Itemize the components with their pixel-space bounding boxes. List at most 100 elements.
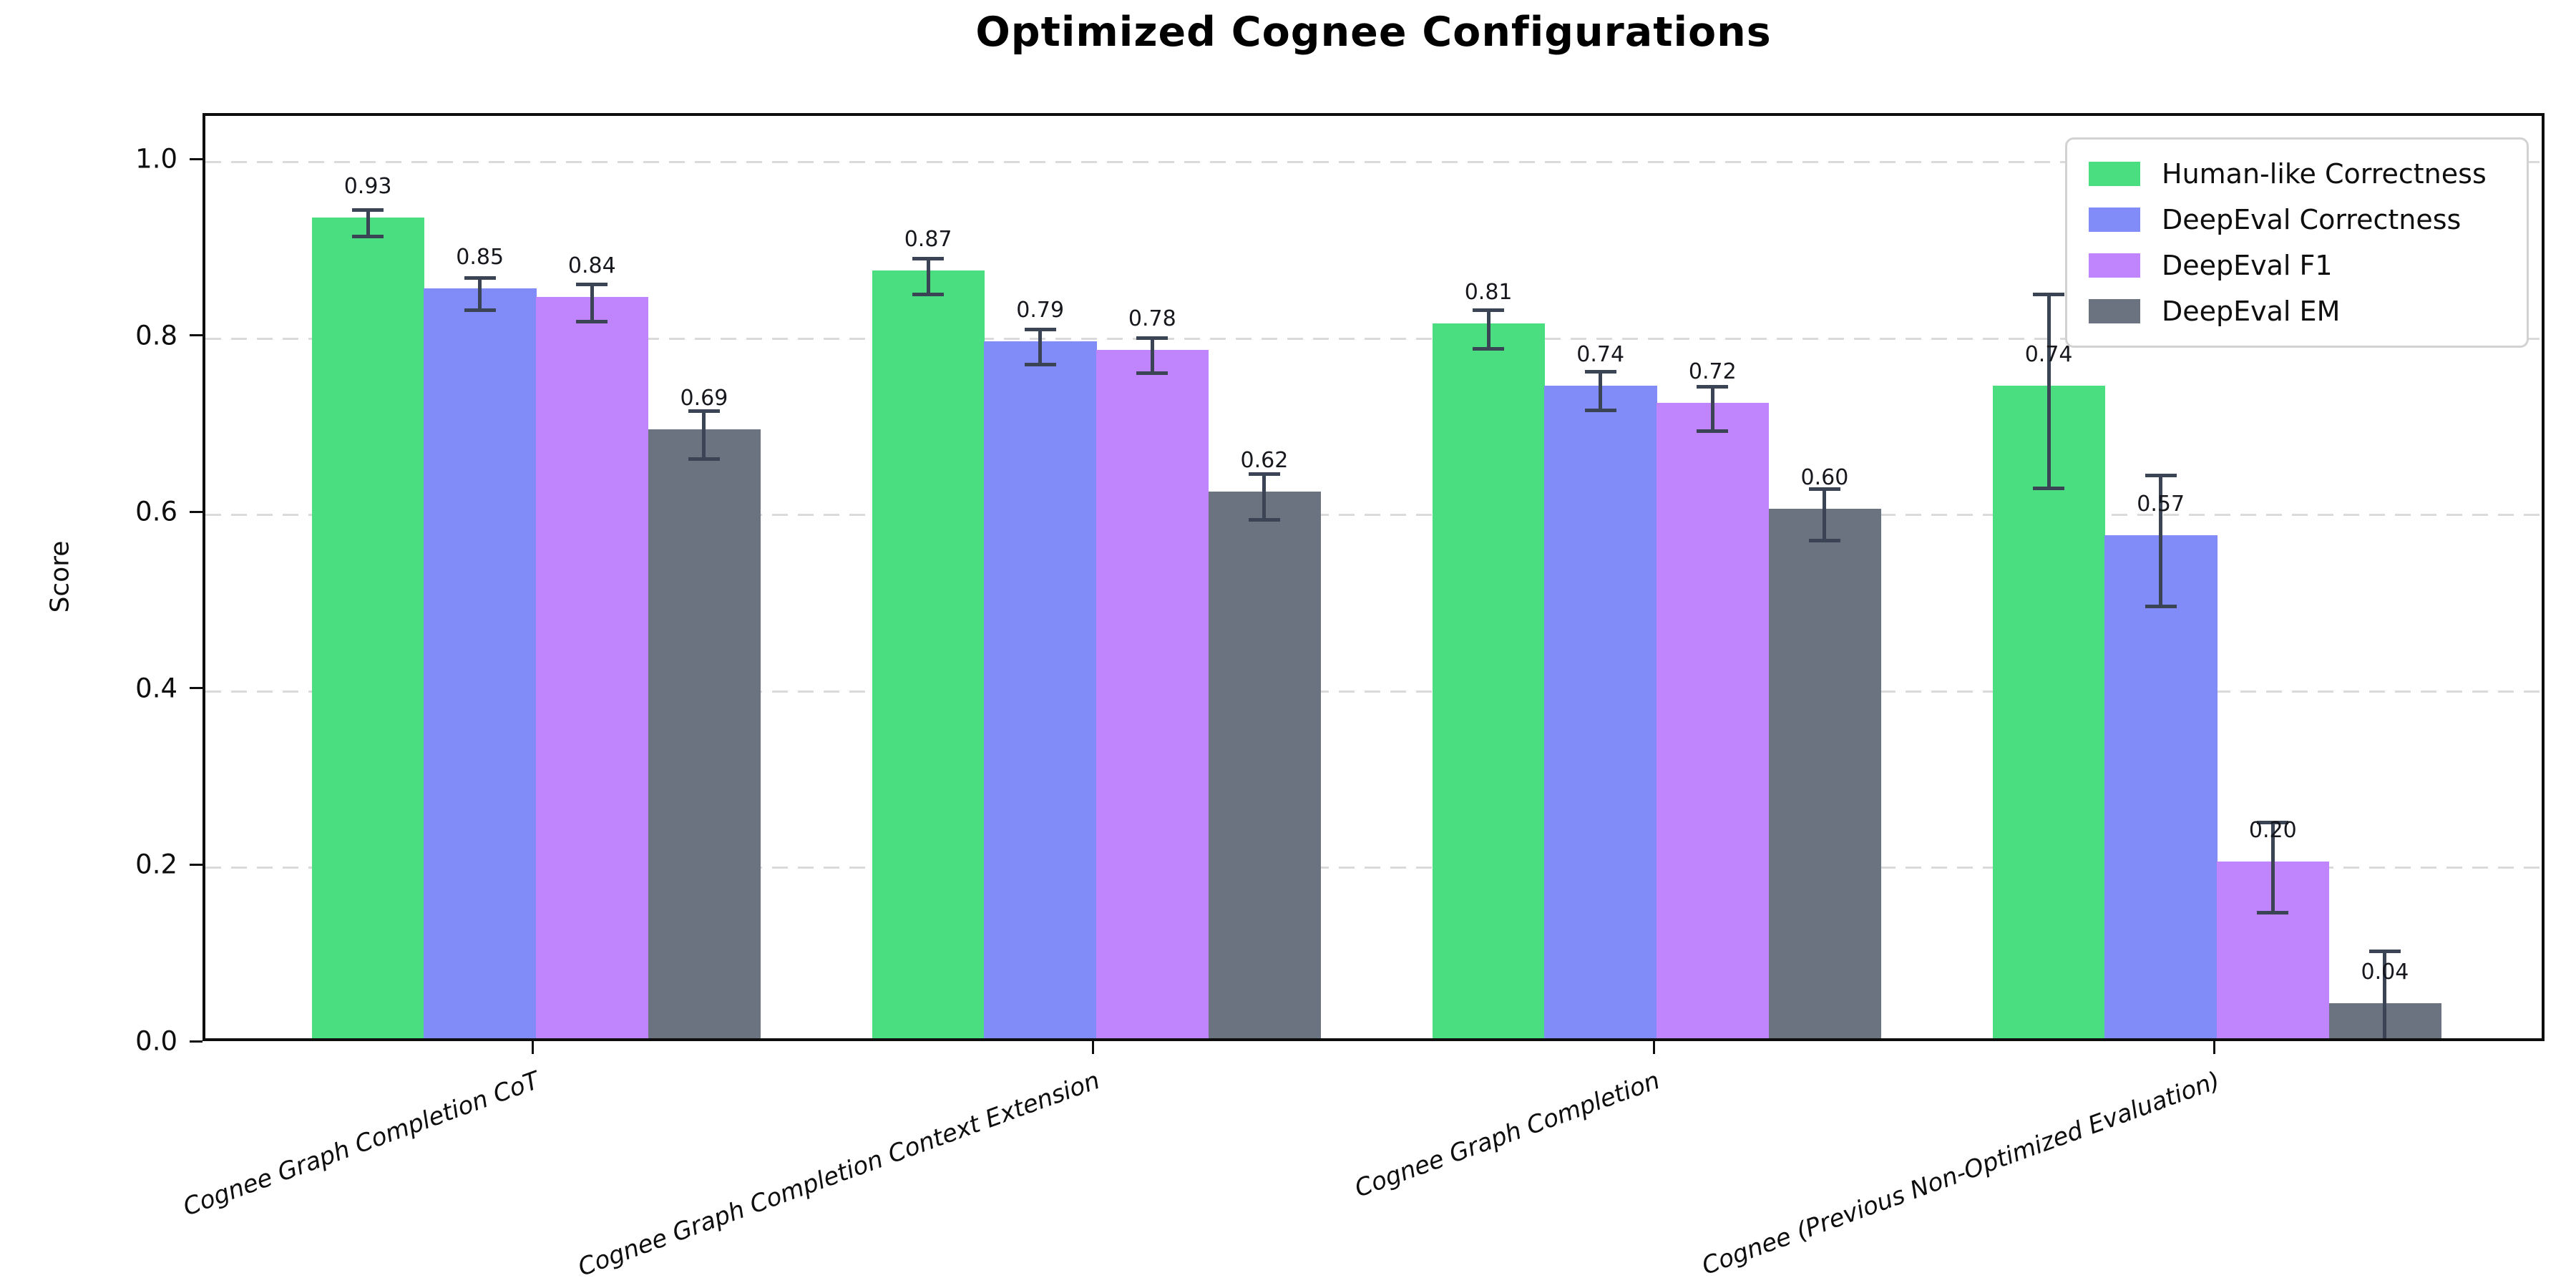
error-bar bbox=[1823, 489, 1827, 540]
error-bar-cap bbox=[2368, 950, 2401, 953]
error-bar bbox=[1150, 338, 1154, 374]
error-bar-cap bbox=[1584, 409, 1616, 413]
error-bar-cap bbox=[2257, 910, 2289, 914]
bar-value-label: 0.85 bbox=[456, 245, 504, 270]
error-bar-cap bbox=[688, 457, 720, 461]
error-bar bbox=[702, 411, 706, 459]
bar-value-label: 0.81 bbox=[1464, 280, 1513, 306]
y-tick bbox=[190, 334, 203, 337]
legend-swatch bbox=[2089, 299, 2140, 323]
x-tick-label: Cognee Graph Completion Context Extensio… bbox=[574, 1066, 1103, 1282]
bar-value-label: 0.62 bbox=[1240, 447, 1289, 473]
error-bar bbox=[926, 258, 930, 294]
error-bar-cap bbox=[464, 276, 496, 280]
error-bar-cap bbox=[576, 319, 608, 323]
legend-swatch bbox=[2089, 162, 2140, 186]
bar-value-label: 0.60 bbox=[1800, 465, 1849, 491]
error-bar bbox=[2270, 822, 2275, 913]
bar bbox=[984, 341, 1097, 1038]
bar-value-label: 0.79 bbox=[1016, 297, 1065, 323]
bar bbox=[1544, 385, 1657, 1038]
error-bar-cap bbox=[1697, 384, 1729, 389]
error-bar bbox=[1599, 371, 1603, 411]
bar bbox=[648, 429, 761, 1038]
bar bbox=[1992, 385, 2106, 1038]
bar-value-label: 0.57 bbox=[2137, 492, 2185, 517]
bar bbox=[1096, 350, 1209, 1038]
bar bbox=[311, 218, 425, 1038]
bar-value-label: 0.72 bbox=[1688, 359, 1737, 385]
y-tick bbox=[190, 687, 203, 690]
bar-value-label: 0.87 bbox=[904, 227, 952, 253]
y-tick bbox=[190, 863, 203, 866]
error-bar bbox=[478, 278, 482, 311]
error-bar-cap bbox=[1473, 346, 1505, 351]
error-bar-cap bbox=[464, 308, 496, 312]
error-bar-cap bbox=[1248, 472, 1280, 476]
legend-label: Human-like Correctness bbox=[2162, 158, 2487, 190]
error-bar-cap bbox=[1136, 371, 1169, 376]
bar-value-label: 0.20 bbox=[2248, 818, 2297, 844]
bar-value-label: 0.78 bbox=[1128, 306, 1176, 332]
y-tick-label: 1.0 bbox=[135, 143, 177, 175]
error-bar bbox=[366, 210, 370, 237]
chart-title: Optimized Cognee Configurations bbox=[975, 9, 1772, 56]
bar bbox=[1657, 403, 1770, 1038]
y-tick bbox=[190, 510, 203, 513]
error-bar-cap bbox=[1697, 429, 1729, 433]
error-bar-cap bbox=[688, 409, 720, 414]
error-bar-cap bbox=[912, 292, 945, 296]
bar-value-label: 0.04 bbox=[2361, 959, 2409, 985]
error-bar-cap bbox=[2033, 292, 2065, 296]
legend-item: Human-like Correctness bbox=[2089, 158, 2505, 190]
error-bar bbox=[1038, 329, 1043, 365]
error-bar bbox=[2046, 294, 2051, 489]
y-tick-label: 0.4 bbox=[135, 673, 177, 704]
bar bbox=[1768, 509, 1881, 1038]
error-bar bbox=[1710, 386, 1714, 431]
bar-value-label: 0.74 bbox=[1576, 341, 1625, 367]
x-tick bbox=[2212, 1041, 2215, 1054]
error-bar-cap bbox=[1248, 518, 1280, 522]
error-bar-cap bbox=[576, 282, 608, 286]
error-bar-cap bbox=[1024, 363, 1056, 367]
gridline bbox=[205, 690, 2542, 693]
bar bbox=[872, 270, 985, 1038]
legend-swatch bbox=[2089, 208, 2140, 232]
x-tick bbox=[532, 1041, 535, 1054]
error-bar-cap bbox=[2257, 821, 2289, 824]
error-bar-cap bbox=[1808, 487, 1840, 491]
error-bar-cap bbox=[352, 235, 384, 239]
x-tick-label: Cognee (Previous Non-Optimized Evaluatio… bbox=[1698, 1066, 2224, 1281]
bar-value-label: 0.93 bbox=[343, 174, 392, 200]
gridline bbox=[205, 337, 2542, 340]
bar bbox=[1432, 323, 1546, 1038]
error-bar-cap bbox=[1808, 538, 1840, 542]
error-bar-cap bbox=[2145, 604, 2177, 608]
bar-value-label: 0.84 bbox=[567, 253, 616, 279]
y-tick-label: 0.8 bbox=[135, 320, 177, 351]
bar bbox=[1208, 491, 1321, 1038]
error-bar bbox=[590, 284, 594, 322]
y-tick bbox=[190, 1040, 203, 1043]
bar-value-label: 0.69 bbox=[680, 386, 728, 411]
error-bar-cap bbox=[352, 208, 384, 213]
legend-label: DeepEval EM bbox=[2162, 296, 2341, 327]
legend-item: DeepEval F1 bbox=[2089, 250, 2505, 281]
error-bar-cap bbox=[912, 257, 945, 261]
y-tick-label: 0.6 bbox=[135, 496, 177, 527]
legend-label: DeepEval F1 bbox=[2162, 250, 2333, 281]
error-bar-cap bbox=[2033, 486, 2065, 490]
gridline bbox=[205, 161, 2542, 163]
y-tick-label: 0.0 bbox=[135, 1025, 177, 1057]
error-bar-cap bbox=[1584, 370, 1616, 374]
x-tick-label: Cognee Graph Completion CoT bbox=[179, 1066, 543, 1222]
legend: Human-like Correctness DeepEval Correctne… bbox=[2065, 137, 2529, 348]
gridline bbox=[205, 514, 2542, 517]
error-bar bbox=[2159, 475, 2163, 607]
error-bar-cap bbox=[1473, 308, 1505, 312]
error-bar-cap bbox=[1136, 336, 1169, 341]
y-tick bbox=[190, 157, 203, 160]
legend-item: DeepEval EM bbox=[2089, 296, 2505, 327]
